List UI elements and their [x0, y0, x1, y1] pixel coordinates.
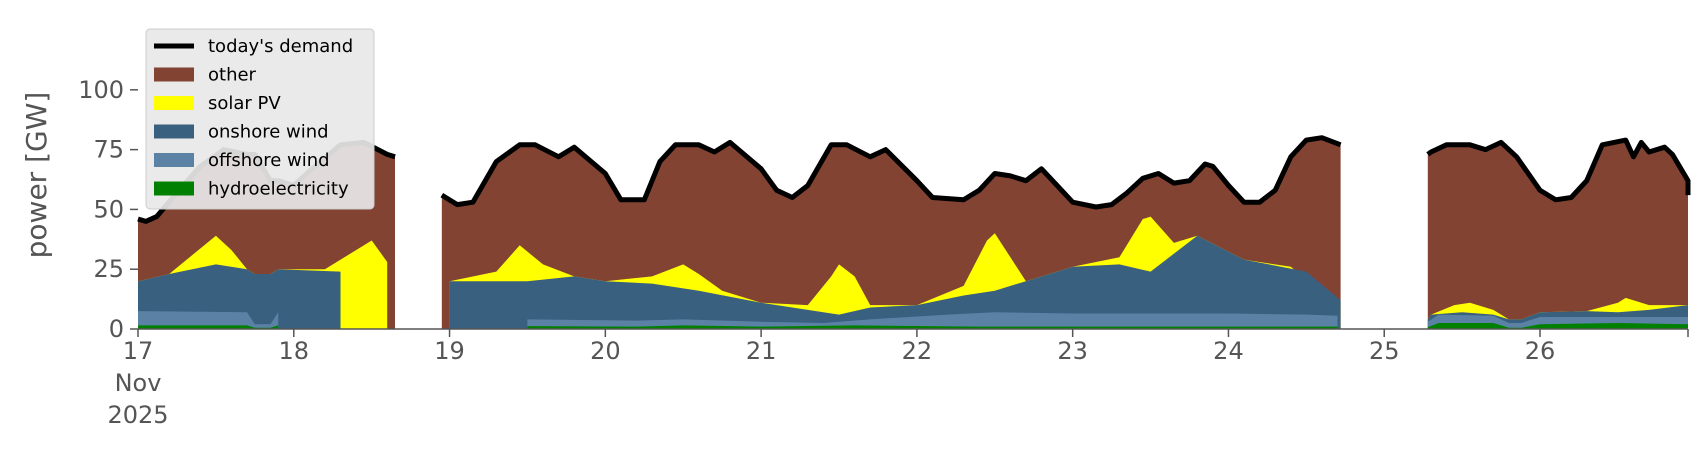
legend-swatch [154, 96, 194, 110]
stacked-areas [138, 137, 1688, 329]
area-hydroelectricity-segment-0 [138, 325, 279, 329]
legend-item-other: other [154, 65, 257, 86]
y-tick-label-75: 75 [93, 136, 124, 164]
legend-swatch [154, 181, 194, 196]
x-tick-label-20: 20 [590, 337, 621, 365]
x-tick-label-line: 20 [590, 337, 621, 365]
area-hydroelectricity-segment-1 [527, 325, 1338, 329]
legend-label: offshore wind [208, 150, 330, 171]
y-tick-label-0: 0 [109, 315, 124, 343]
x-tick-label-23: 23 [1057, 337, 1088, 365]
legend-label: today's demand [208, 36, 353, 57]
legend-swatch [154, 67, 194, 82]
legend-label: onshore wind [208, 122, 329, 143]
y-tick-label-100: 100 [78, 76, 124, 104]
legend-label: hydroelectricity [208, 179, 349, 200]
x-tick-label-line: 18 [279, 337, 310, 365]
legend-item-offshore-wind: offshore wind [154, 150, 330, 171]
x-tick-label-17: 17 Nov 2025 [107, 337, 168, 429]
area-onshore-wind-segment-1 [449, 235, 1341, 329]
x-tick-label-26: 26 [1525, 337, 1556, 365]
x-tick-label-line: 26 [1525, 337, 1556, 365]
line-today-s-demand-segment-2 [1426, 137, 1691, 203]
x-tick-label-line: 19 [434, 337, 465, 365]
legend-item-hydroelectricity: hydroelectricity [154, 179, 349, 200]
x-tick-label-19: 19 [434, 337, 465, 365]
legend-item-solar-pv: solar PV [154, 93, 281, 114]
area-offshore-wind-segment-0 [138, 311, 279, 329]
x-tick-label-line: 25 [1369, 337, 1400, 365]
x-tick-label-18: 18 [279, 337, 310, 365]
legend-item-today-s-demand: today's demand [154, 36, 353, 57]
x-tick-label-line: 17 [123, 337, 154, 365]
line-today-s-demand-segment-1 [440, 135, 1342, 210]
legend-box [145, 28, 375, 210]
legend-item-onshore-wind: onshore wind [154, 122, 329, 143]
y-ticks: 0 25 50 75 100 [78, 76, 138, 343]
legend-swatch [154, 124, 194, 139]
legend: today's demand other solar PV onshore wind o… [145, 28, 375, 210]
x-tick-label-line: 24 [1213, 337, 1244, 365]
x-tick-label-22: 22 [902, 337, 933, 365]
area-hydroelectricity-segment-2 [1427, 323, 1688, 329]
y-tick-label-25: 25 [93, 255, 124, 283]
x-ticks: 17 Nov 2025 18 19 20 21 22 23 24 25 26 [107, 329, 1689, 429]
legend-label: other [208, 65, 257, 86]
area-hydroelectricity [138, 323, 1688, 329]
x-tick-label-line: 2025 [107, 401, 168, 429]
x-tick-label-line: Nov [115, 369, 162, 397]
x-tick-label-line: 23 [1057, 337, 1088, 365]
area-offshore-wind-segment-1 [527, 312, 1338, 329]
legend-swatch [154, 153, 194, 167]
x-tick-label-25: 25 [1369, 337, 1400, 365]
y-axis-label: power [GW] [20, 92, 53, 259]
x-tick-label-21: 21 [746, 337, 777, 365]
x-tick-label-24: 24 [1213, 337, 1244, 365]
legend-label: solar PV [208, 93, 281, 114]
x-tick-label-line: 22 [902, 337, 933, 365]
y-tick-label-50: 50 [93, 195, 124, 223]
area-other-segment-2 [1427, 140, 1688, 329]
x-tick-label-line: 21 [746, 337, 777, 365]
